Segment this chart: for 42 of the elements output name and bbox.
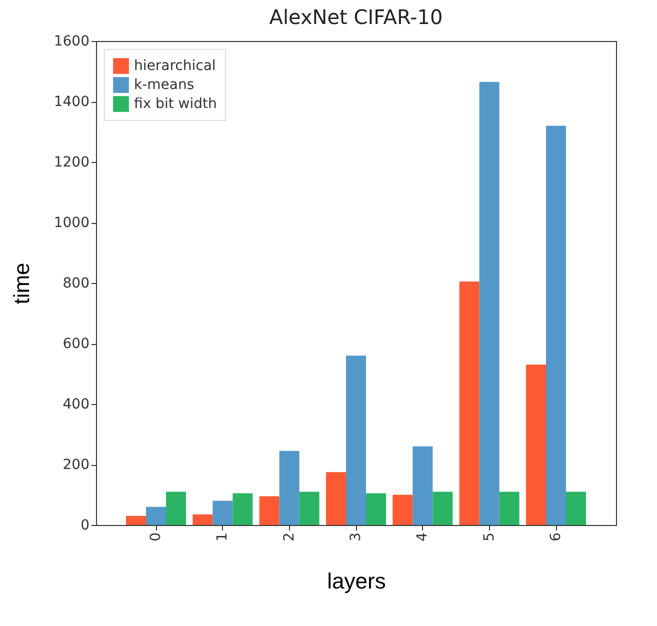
y-tick-label: 400	[62, 396, 90, 412]
chart-title: AlexNet CIFAR-10	[269, 5, 443, 29]
bar	[166, 492, 186, 525]
x-tick-label: 2	[281, 532, 298, 542]
x-axis-title: layers	[327, 568, 386, 594]
y-tick-label: 1000	[54, 215, 90, 231]
bar	[366, 493, 386, 525]
x-tick-label: 6	[548, 532, 564, 542]
y-tick-label: 1400	[54, 94, 90, 110]
bar	[259, 496, 280, 525]
bar	[546, 126, 566, 525]
bar	[299, 492, 320, 525]
bar	[499, 492, 520, 525]
bar	[392, 494, 413, 525]
y-tick-label: 1200	[54, 154, 90, 170]
y-tick-label: 600	[62, 336, 90, 352]
y-tick-label: 800	[62, 276, 90, 292]
bar	[479, 82, 500, 525]
bar	[232, 493, 253, 525]
bar	[192, 514, 213, 525]
y-tick-label: 1600	[54, 34, 90, 50]
bar	[126, 516, 146, 525]
legend-label: k-means	[134, 77, 194, 93]
bar	[346, 356, 366, 525]
y-tick-label: 200	[62, 457, 90, 473]
bar	[566, 492, 586, 525]
y-axis-title: time	[8, 262, 34, 304]
bar	[412, 446, 433, 525]
x-tick-label: 4	[414, 532, 431, 542]
bar	[459, 281, 480, 525]
legend-label: fix bit width	[134, 96, 217, 112]
legend-label: hierarchical	[134, 58, 216, 74]
bar	[212, 500, 233, 525]
x-tick-label: 5	[481, 532, 498, 542]
bar	[432, 492, 453, 525]
x-tick-label: 3	[348, 532, 364, 542]
x-tick-label: 1	[214, 532, 231, 542]
bar	[146, 506, 166, 525]
bar	[326, 472, 346, 525]
x-tick-label: 0	[148, 532, 164, 542]
bar	[279, 450, 300, 525]
bar	[526, 364, 546, 525]
